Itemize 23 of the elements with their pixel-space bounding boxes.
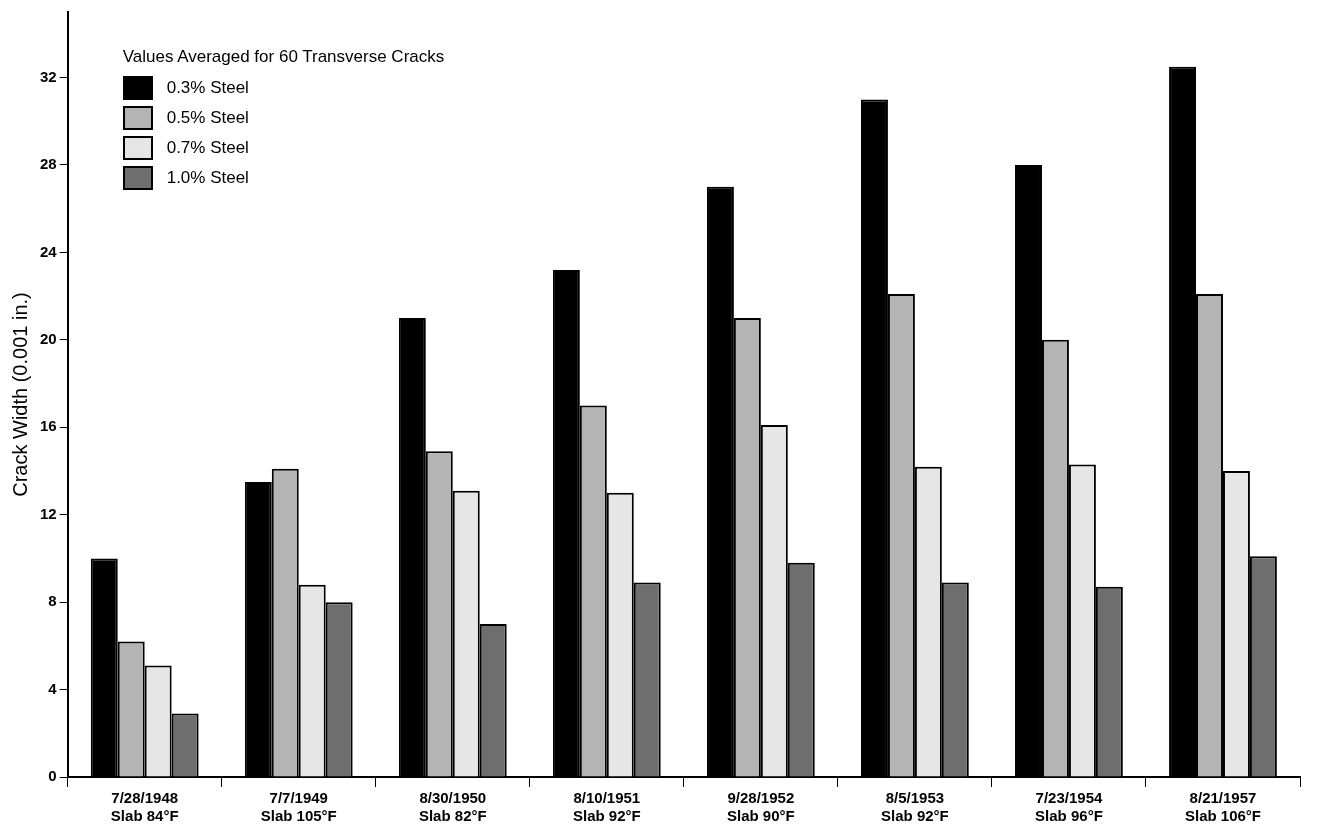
legend-title: Values Averaged for 60 Transverse Cracks xyxy=(122,47,445,67)
x-tick-label: 8/21/1957 Slab 106°F xyxy=(1184,789,1261,825)
y-tick-label: 16 xyxy=(40,417,57,435)
x-tick-label: 8/30/1950 Slab 82°F xyxy=(418,789,487,825)
y-tick-label: 8 xyxy=(48,592,57,610)
x-tick-label: 8/5/1953 Slab 92°F xyxy=(881,789,949,825)
x-tick-label: 7/7/1949 Slab 105°F xyxy=(260,789,337,825)
y-tick-label: 28 xyxy=(40,155,57,173)
legend-label: 0.3% Steel xyxy=(166,78,249,98)
x-tick-label: 7/28/1948 Slab 84°F xyxy=(110,789,179,825)
legend-label: 0.5% Steel xyxy=(166,108,249,128)
y-tick-label: 0 xyxy=(48,767,57,785)
legend-label: 1.0% Steel xyxy=(166,168,249,188)
y-axis-title: Crack Width (0.001 in.) xyxy=(8,292,31,497)
y-tick-label: 12 xyxy=(40,504,57,522)
x-tick-label: 9/28/1952 Slab 90°F xyxy=(727,789,795,825)
x-tick-label: 8/10/1951 Slab 92°F xyxy=(572,789,641,825)
y-tick-label: 32 xyxy=(40,67,57,85)
y-tick-label: 20 xyxy=(40,330,57,347)
y-tick-label: 4 xyxy=(48,679,58,697)
legend-label: 0.7% Steel xyxy=(166,138,249,158)
x-tick-label: 7/23/1954 Slab 96°F xyxy=(1035,789,1103,825)
y-tick-label: 24 xyxy=(40,242,58,260)
